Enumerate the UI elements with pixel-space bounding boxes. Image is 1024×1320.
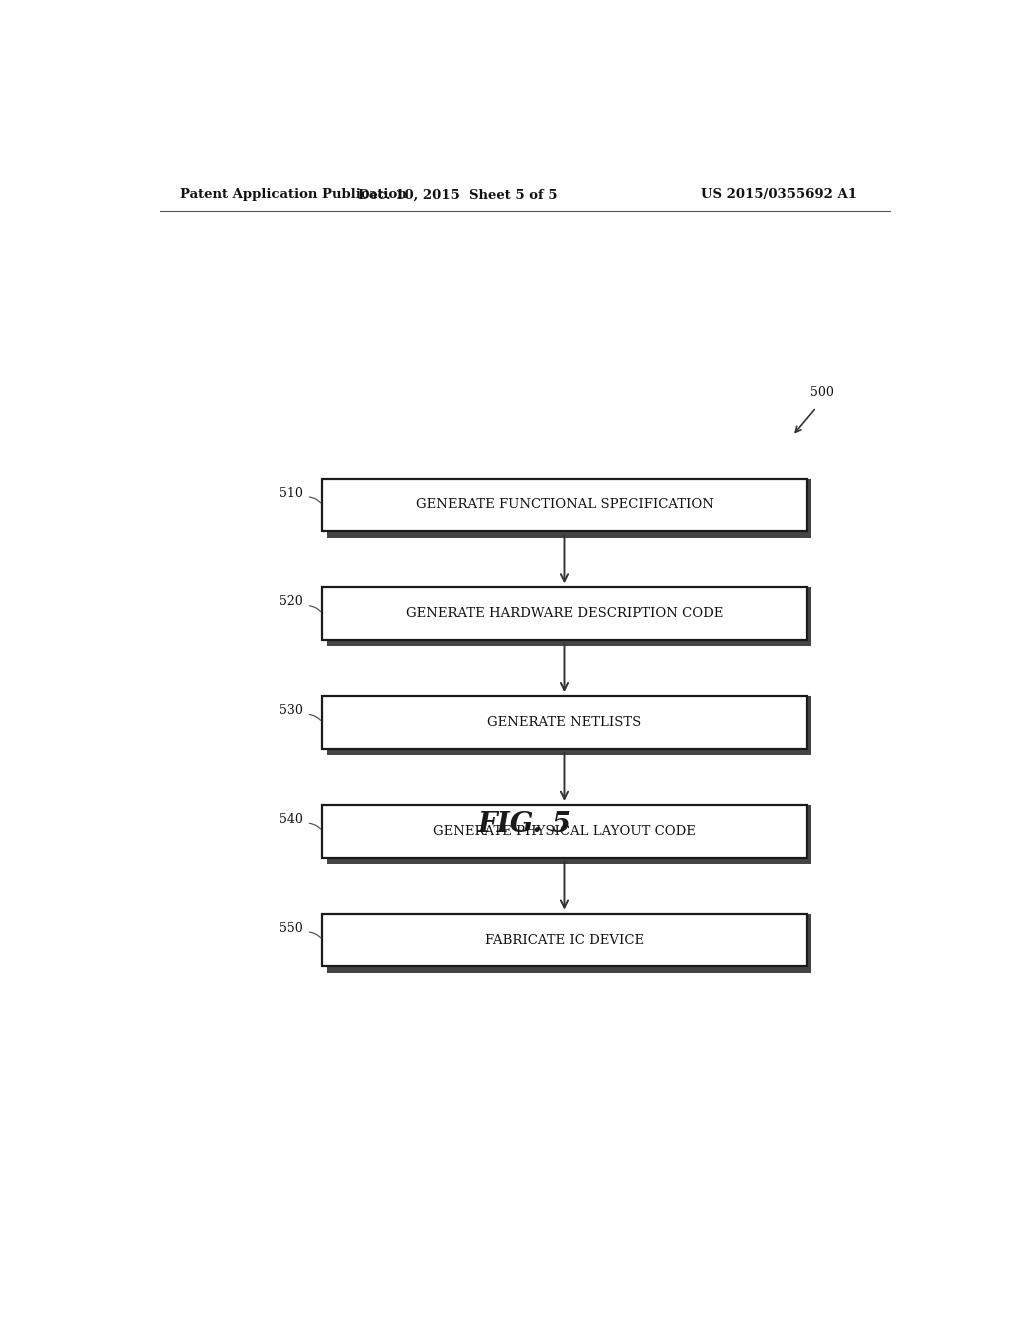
Bar [323,587,807,640]
Text: US 2015/0355692 A1: US 2015/0355692 A1 [700,189,857,202]
Text: Patent Application Publication: Patent Application Publication [179,189,407,202]
Text: 520: 520 [279,595,302,609]
Text: GENERATE PHYSICAL LAYOUT CODE: GENERATE PHYSICAL LAYOUT CODE [433,825,696,838]
Bar [328,748,811,755]
Bar [323,913,807,966]
Bar [328,594,811,647]
Bar [328,858,811,863]
Bar [328,484,811,537]
Text: GENERATE NETLISTS: GENERATE NETLISTS [487,715,642,729]
Bar [328,920,811,973]
Text: 530: 530 [279,704,303,717]
Bar [807,913,811,973]
Text: GENERATE HARDWARE DESCRIPTION CODE: GENERATE HARDWARE DESCRIPTION CODE [406,607,723,620]
Bar [328,810,811,863]
Bar [328,532,811,537]
Text: 540: 540 [279,813,303,826]
Bar [323,696,807,748]
Text: 500: 500 [811,387,835,399]
Bar [328,640,811,647]
Bar [807,805,811,863]
Text: FABRICATE IC DEVICE: FABRICATE IC DEVICE [485,933,644,946]
Bar [323,479,807,532]
Bar [328,702,811,755]
Text: GENERATE FUNCTIONAL SPECIFICATION: GENERATE FUNCTIONAL SPECIFICATION [416,499,714,511]
Bar [807,479,811,537]
Bar [328,966,811,973]
Bar [807,587,811,647]
Text: Dec. 10, 2015  Sheet 5 of 5: Dec. 10, 2015 Sheet 5 of 5 [357,189,557,202]
Bar [807,696,811,755]
Text: 550: 550 [279,921,302,935]
Text: FIG. 5: FIG. 5 [478,810,571,838]
Text: 510: 510 [279,487,303,500]
Bar [323,805,807,858]
